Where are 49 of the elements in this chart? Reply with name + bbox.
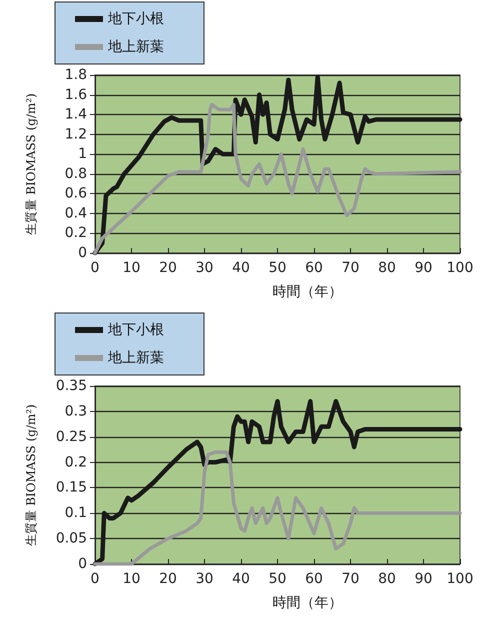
y-tick-label: 0.6 <box>64 186 88 202</box>
x-tick-label: 100 <box>446 571 474 587</box>
x-tick-label: 50 <box>268 571 286 587</box>
x-tick-label: 60 <box>305 571 323 587</box>
x-tick-label: 20 <box>159 260 177 276</box>
y-tick-label: 0.4 <box>64 205 88 222</box>
y-tick-label: 0.3 <box>64 403 87 420</box>
y-tick-label: 1.2 <box>64 126 87 142</box>
x-axis-title: 時間（年） <box>272 595 342 611</box>
x-axis-title: 時間（年） <box>272 284 342 300</box>
y-tick-label: 0.1 <box>64 505 87 522</box>
y-tick-label: 0.05 <box>56 530 87 547</box>
x-tick-label: 80 <box>378 571 396 587</box>
x-tick-label: 30 <box>196 571 214 587</box>
x-tick-label: 100 <box>446 260 474 276</box>
x-tick-label: 60 <box>305 260 323 276</box>
x-tick-label: 10 <box>122 260 140 276</box>
x-tick-label: 70 <box>342 571 360 587</box>
x-tick-label: 20 <box>159 571 177 587</box>
x-tick-label: 80 <box>378 260 396 276</box>
y-tick-label: 0.15 <box>56 480 87 496</box>
legend-label: 地上新葉 <box>107 350 164 366</box>
x-tick-label: 0 <box>90 571 100 587</box>
y-tick-label: 1 <box>78 146 87 162</box>
x-tick-label: 40 <box>232 571 250 587</box>
x-tick-label: 40 <box>232 260 250 276</box>
y-tick-label: 0.8 <box>64 166 87 182</box>
y-tick-label: 0.25 <box>56 428 87 445</box>
x-tick-label: 10 <box>122 571 140 587</box>
y-tick-label: 1.8 <box>64 67 87 83</box>
y-tick-label: 0.2 <box>64 454 87 470</box>
x-tick-label: 0 <box>90 260 100 276</box>
x-tick-label: 70 <box>342 260 360 276</box>
legend-label: 地下小根 <box>107 11 164 27</box>
y-tick-label: 0 <box>78 556 87 572</box>
legend-label: 地下小根 <box>107 322 164 338</box>
y-axis-title: 生質量 BIOMASS (g/m²) <box>24 93 38 235</box>
x-tick-label: 90 <box>414 260 432 276</box>
y-tick-label: 0.35 <box>56 378 87 394</box>
y-tick-label: 1.6 <box>64 86 88 103</box>
x-tick-label: 50 <box>268 260 286 276</box>
x-tick-label: 30 <box>196 260 214 276</box>
x-tick-label: 90 <box>414 571 432 587</box>
y-tick-label: 0 <box>78 245 87 261</box>
legend-label: 地上新葉 <box>107 39 164 55</box>
y-axis-title: 生質量 BIOMASS (g/m²) <box>24 404 38 546</box>
y-tick-label: 0.2 <box>64 225 87 242</box>
line-series <box>92 74 462 256</box>
y-tick-label: 1.4 <box>64 106 88 123</box>
